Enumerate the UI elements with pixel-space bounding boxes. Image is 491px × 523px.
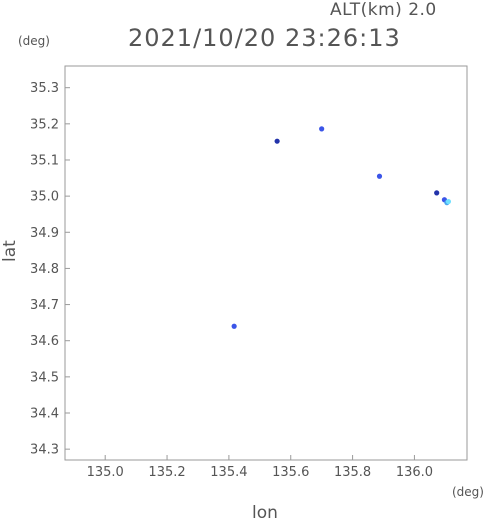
y-tick-label: 34.7 xyxy=(30,298,59,313)
data-point xyxy=(445,198,452,205)
plot-frame xyxy=(64,65,468,461)
y-tick-label: 34.3 xyxy=(30,443,59,458)
y-tick-label: 34.6 xyxy=(30,334,59,349)
x-tick-label: 136.0 xyxy=(396,465,433,480)
x-tick-label: 135.8 xyxy=(334,465,371,480)
y-tick-label: 34.5 xyxy=(30,370,59,385)
y-tick-label: 35.1 xyxy=(30,153,59,168)
datetime-title: 2021/10/20 23:26:13 xyxy=(128,24,401,52)
y-tick-label: 35.2 xyxy=(30,117,59,132)
y-tick-label: 34.8 xyxy=(30,262,59,277)
y-tick-label: 35.3 xyxy=(30,81,59,96)
y-axis-ticks: 35.3 35.2 35.1 35.0 34.9 34.8 34.7 34.6 34.5 34.4… xyxy=(30,81,70,458)
x-axis-label: lon xyxy=(252,503,278,523)
data-points xyxy=(231,126,452,329)
y-axis-unit: (deg) xyxy=(18,34,50,48)
altitude-label: ALT(km) 2.0 xyxy=(330,0,437,20)
x-tick-label: 135.0 xyxy=(87,465,124,480)
y-tick-label: 34.9 xyxy=(30,226,59,241)
x-axis-ticks: 135.0 135.2 135.4 135.6 135.8 136.0 xyxy=(87,455,433,480)
data-point xyxy=(434,190,440,196)
x-tick-label: 135.2 xyxy=(148,465,185,480)
x-axis-unit: (deg) xyxy=(452,485,484,499)
y-tick-label: 34.4 xyxy=(30,407,59,422)
data-point xyxy=(376,173,383,179)
data-point xyxy=(319,126,325,132)
x-tick-label: 135.6 xyxy=(272,465,309,480)
y-tick-label: 35.0 xyxy=(30,190,59,205)
data-point xyxy=(231,323,237,329)
x-tick-label: 135.4 xyxy=(210,465,247,480)
data-point xyxy=(274,138,280,144)
